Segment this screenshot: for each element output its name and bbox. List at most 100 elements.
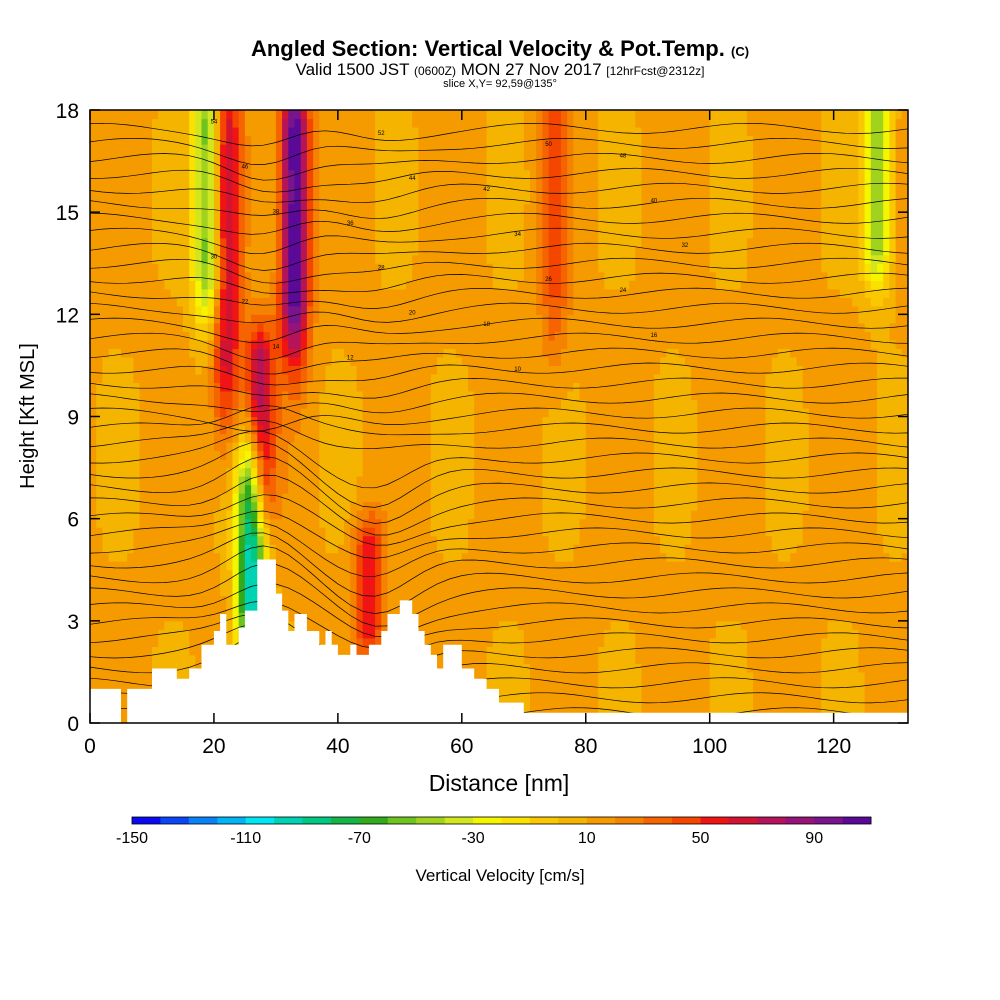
velocity-cell xyxy=(145,237,153,247)
velocity-cell xyxy=(251,322,258,332)
velocity-cell xyxy=(511,348,519,358)
velocity-cell xyxy=(238,518,246,528)
velocity-cell xyxy=(226,467,234,477)
velocity-cell xyxy=(325,331,333,341)
velocity-cell xyxy=(282,442,289,452)
velocity-cell xyxy=(201,569,209,579)
velocity-cell xyxy=(325,373,333,383)
velocity-cell xyxy=(412,510,419,520)
velocity-cell xyxy=(238,297,246,307)
velocity-cell xyxy=(468,586,475,596)
velocity-cell xyxy=(158,178,165,188)
velocity-cell xyxy=(468,186,475,196)
velocity-cell xyxy=(183,527,190,537)
velocity-cell xyxy=(139,237,147,247)
velocity-cell xyxy=(170,476,178,486)
velocity-cell xyxy=(474,118,481,128)
velocity-cell xyxy=(313,135,320,145)
velocity-cell xyxy=(96,578,103,588)
velocity-cell xyxy=(300,425,308,435)
velocity-cell xyxy=(207,186,215,196)
velocity-cell xyxy=(257,399,265,409)
velocity-cell xyxy=(96,646,103,656)
velocity-cell xyxy=(499,280,506,290)
velocity-cell xyxy=(412,476,419,486)
velocity-cell xyxy=(195,433,203,443)
velocity-cell xyxy=(337,527,345,537)
velocity-cell xyxy=(337,433,345,443)
velocity-cell xyxy=(232,118,240,128)
velocity-cell xyxy=(461,254,469,264)
velocity-cell xyxy=(430,229,438,239)
velocity-cell xyxy=(517,620,525,630)
velocity-cell xyxy=(480,110,488,120)
velocity-cell xyxy=(306,476,314,486)
velocity-cell xyxy=(449,178,457,188)
velocity-cell xyxy=(207,552,215,562)
velocity-cell xyxy=(468,178,475,188)
velocity-cell xyxy=(461,399,469,409)
velocity-cell xyxy=(145,535,153,545)
velocity-cell xyxy=(331,144,339,154)
velocity-cell xyxy=(412,425,419,435)
velocity-cell xyxy=(474,654,481,664)
velocity-cell xyxy=(319,569,327,579)
velocity-cell xyxy=(424,595,432,605)
velocity-cell xyxy=(183,493,190,503)
velocity-cell xyxy=(207,373,215,383)
velocity-cell xyxy=(474,467,481,477)
velocity-cell xyxy=(145,561,153,571)
velocity-cell xyxy=(387,442,395,452)
velocity-cell xyxy=(424,297,432,307)
velocity-cell xyxy=(152,254,159,264)
velocity-cell xyxy=(183,212,190,222)
velocity-cell xyxy=(176,671,184,681)
velocity-cell xyxy=(499,688,506,698)
velocity-cell xyxy=(437,391,444,401)
velocity-cell xyxy=(102,416,110,426)
velocity-cell xyxy=(238,212,246,222)
velocity-cell xyxy=(344,237,351,247)
velocity-cell xyxy=(251,510,258,520)
velocity-cell xyxy=(356,288,364,298)
velocity-cell xyxy=(170,203,178,213)
velocity-cell xyxy=(244,510,252,520)
velocity-cell xyxy=(412,382,419,392)
velocity-cell xyxy=(263,110,271,120)
velocity-cell xyxy=(393,603,401,613)
velocity-cell xyxy=(189,331,196,341)
velocity-cell xyxy=(282,254,289,264)
velocity-cell xyxy=(319,493,327,503)
velocity-cell xyxy=(288,186,296,196)
velocity-cell xyxy=(282,408,289,418)
velocity-cell xyxy=(133,671,141,681)
velocity-cell xyxy=(406,195,413,205)
velocity-cell xyxy=(294,442,302,452)
velocity-cell xyxy=(176,663,184,673)
velocity-cell xyxy=(294,382,302,392)
velocity-cell xyxy=(499,127,506,137)
velocity-cell xyxy=(269,220,277,230)
velocity-cell xyxy=(213,152,221,162)
velocity-cell xyxy=(505,586,512,596)
velocity-cell xyxy=(455,586,463,596)
velocity-cell xyxy=(145,510,153,520)
velocity-cell xyxy=(443,169,450,179)
velocity-cell xyxy=(375,263,382,273)
velocity-cell xyxy=(505,186,512,196)
velocity-cell xyxy=(455,518,463,528)
velocity-cell xyxy=(164,297,172,307)
velocity-cell xyxy=(412,297,419,307)
velocity-cell xyxy=(362,595,370,605)
velocity-cell xyxy=(127,467,134,477)
velocity-cell xyxy=(399,305,407,315)
velocity-cell xyxy=(139,195,147,205)
velocity-cell xyxy=(152,450,159,460)
velocity-cell xyxy=(90,680,97,690)
velocity-cell xyxy=(164,654,172,664)
velocity-cell xyxy=(102,408,110,418)
velocity-cell xyxy=(505,237,512,247)
velocity-cell xyxy=(424,339,432,349)
velocity-cell xyxy=(406,263,413,273)
velocity-cell xyxy=(468,135,475,145)
